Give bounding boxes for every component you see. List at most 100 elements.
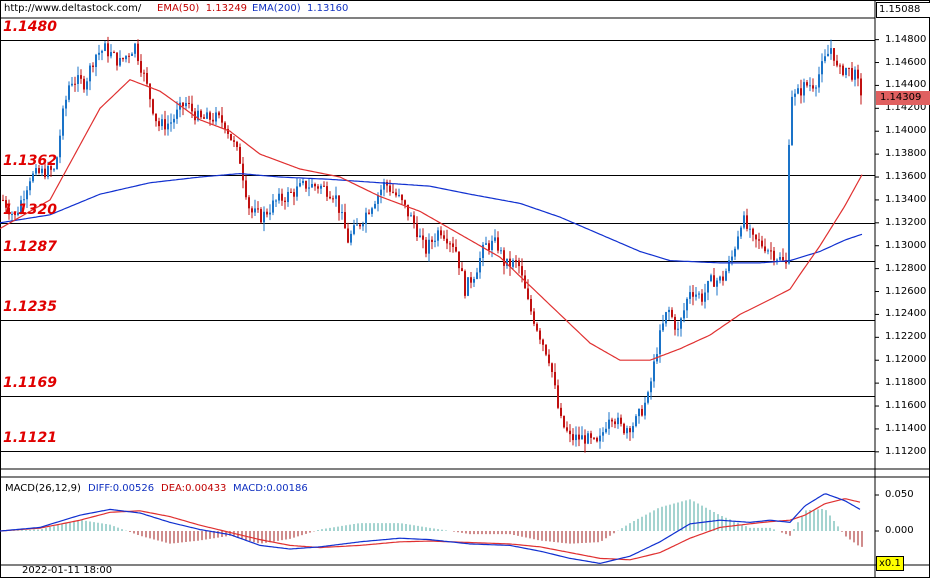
candle-body	[215, 112, 217, 122]
candle-body	[782, 257, 784, 261]
candle-body	[383, 181, 385, 190]
candle-body	[356, 224, 358, 226]
candle-body	[161, 119, 163, 127]
candle-body	[218, 112, 220, 116]
candle-body	[377, 195, 379, 204]
candle-body	[158, 121, 160, 127]
candle-body	[77, 75, 79, 85]
candle-body	[476, 272, 478, 280]
candle-body	[191, 103, 193, 112]
candle-body	[110, 52, 112, 57]
candle-body	[233, 140, 235, 142]
candle-body	[533, 311, 535, 324]
candle-body	[812, 85, 814, 89]
candle-body	[431, 239, 433, 242]
candle-body	[581, 435, 583, 440]
candle-body	[287, 191, 289, 203]
y-tick-label: 1.12800	[885, 262, 927, 274]
candle-body	[506, 258, 508, 266]
candle-body	[515, 260, 517, 262]
level-label-6: 1.1169	[3, 375, 58, 391]
candle-body	[704, 292, 706, 302]
candle-body	[674, 316, 676, 330]
candle-body	[512, 260, 514, 267]
candle-body	[575, 434, 577, 441]
candle-body	[344, 212, 346, 229]
candle-body	[485, 243, 487, 245]
candle-body	[368, 212, 370, 214]
candle-body	[398, 194, 400, 196]
candle-body	[572, 434, 574, 441]
candle-body	[185, 102, 187, 107]
candle-body	[197, 110, 199, 121]
candle-body	[23, 199, 25, 201]
candle-body	[791, 96, 793, 145]
candle-body	[92, 65, 94, 68]
candle-body	[71, 83, 73, 86]
candle-body	[728, 260, 730, 272]
candle-body	[335, 195, 337, 199]
candle-body	[122, 57, 124, 60]
candle-body	[785, 260, 787, 264]
candle-body	[722, 276, 724, 281]
candle-body	[206, 112, 208, 119]
candle-body	[17, 212, 19, 215]
candle-body	[242, 163, 244, 181]
candle-body	[203, 117, 205, 119]
zoom-badge[interactable]: x0.1	[876, 556, 904, 571]
y-tick-label: 1.11600	[885, 400, 927, 412]
candle-body	[272, 200, 274, 213]
candle-body	[128, 55, 130, 57]
candle-body	[668, 309, 670, 313]
candle-body	[794, 93, 796, 97]
candle-body	[362, 224, 364, 227]
candle-body	[374, 203, 376, 209]
candle-body	[683, 310, 685, 319]
candle-body	[707, 281, 709, 293]
candle-body	[131, 53, 133, 56]
macd-diff-line	[0, 493, 861, 565]
candle-body	[644, 402, 646, 416]
candle-body	[365, 212, 367, 225]
candle-body	[788, 144, 790, 264]
level-label-4: 1.1287	[3, 239, 58, 255]
candle-body	[593, 437, 595, 439]
candle-body	[113, 52, 115, 54]
candle-body	[353, 225, 355, 234]
y-tick-label: 1.11400	[885, 422, 927, 434]
candle-body	[503, 250, 505, 266]
candle-body	[212, 119, 214, 122]
candle-body	[824, 56, 826, 62]
candle-body	[260, 209, 262, 223]
candle-body	[527, 288, 529, 300]
macd-tick-0: 0.050	[885, 489, 914, 500]
candle-body	[713, 275, 715, 287]
candle-body	[836, 60, 838, 66]
candle-body	[350, 233, 352, 243]
y-tick-label: 1.13400	[885, 193, 927, 205]
candle-body	[653, 361, 655, 382]
candle-body	[248, 197, 250, 209]
candle-body	[482, 244, 484, 259]
candle-body	[569, 430, 571, 435]
ema50-label: EMA(50) 1.13249	[157, 3, 248, 14]
candle-body	[854, 69, 856, 80]
candle-body	[563, 415, 565, 428]
y-tick-label: 1.12200	[885, 331, 927, 343]
candle-body	[692, 292, 694, 297]
top-price-box: 1.15088	[876, 2, 930, 18]
candle-body	[440, 230, 442, 236]
candle-body	[137, 43, 139, 62]
candle-body	[308, 187, 310, 189]
candle-body	[269, 212, 271, 215]
candle-body	[797, 88, 799, 94]
candle-body	[95, 54, 97, 68]
level-label-3: 1.1320	[3, 202, 58, 218]
candle-body	[491, 240, 493, 251]
candle-body	[401, 194, 403, 201]
candle-body	[452, 243, 454, 248]
y-tick-label: 1.11200	[885, 445, 927, 457]
candle-body	[434, 240, 436, 242]
candle-body	[125, 55, 127, 60]
